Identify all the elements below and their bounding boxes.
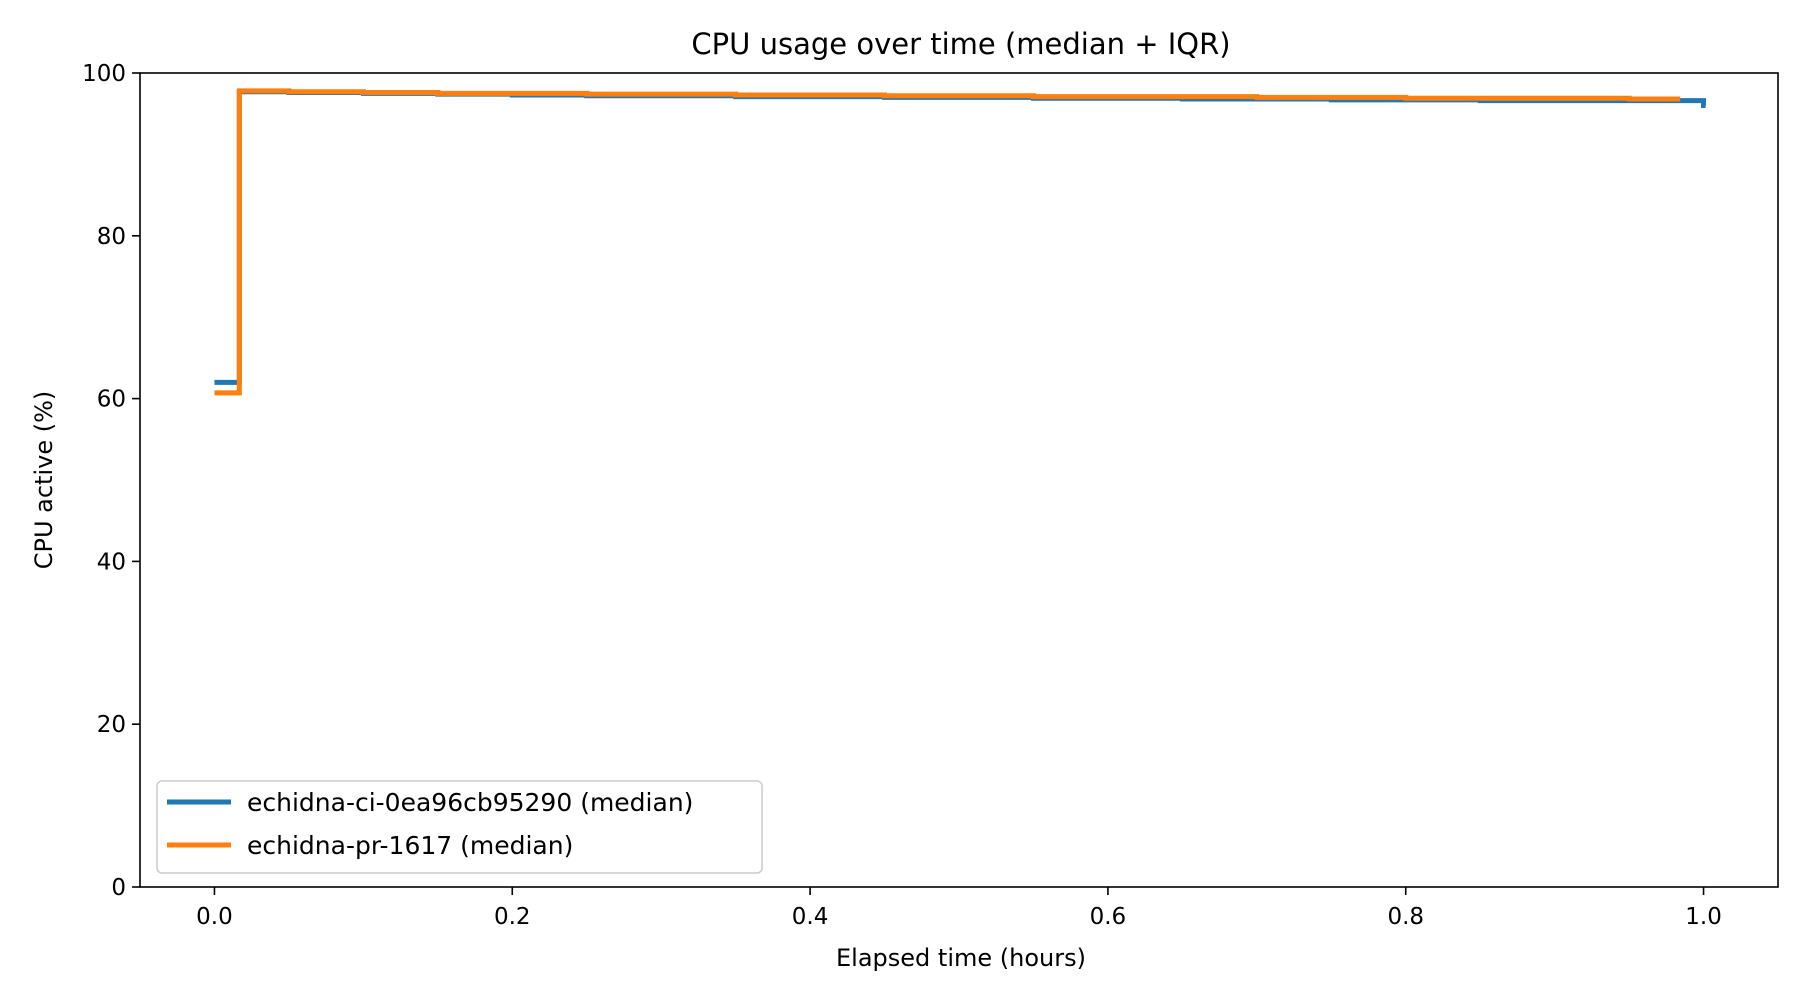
legend-box — [156, 780, 763, 874]
series-line-1 — [214, 88, 1681, 396]
y-tick-label: 80 — [97, 224, 126, 250]
x-tick-label: 0.4 — [792, 904, 829, 930]
plot-frame — [139, 72, 1779, 888]
y-axis-label: CPU active (%) — [30, 391, 58, 570]
x-tick-label: 0.2 — [494, 904, 531, 930]
series-layer — [214, 88, 1707, 396]
y-tick-label: 40 — [97, 549, 126, 575]
y-tick-label: 100 — [82, 61, 126, 87]
y-tick-label: 20 — [97, 712, 126, 738]
chart-title: CPU usage over time (median + IQR) — [691, 27, 1230, 61]
y-tick-label: 0 — [111, 875, 126, 901]
x-tick-label: 0.6 — [1090, 904, 1127, 930]
legend-label-1: echidna-pr-1617 (median) — [247, 831, 573, 860]
x-axis-ticks: 0.0 0.2 0.4 0.6 0.8 1.0 — [196, 887, 1722, 930]
legend-label-0: echidna-ci-0ea96cb95290 (median) — [247, 788, 693, 817]
x-tick-label: 0.8 — [1387, 904, 1424, 930]
x-axis-label: Elapsed time (hours) — [836, 944, 1086, 972]
x-tick-label: 0.0 — [196, 904, 233, 930]
y-axis-ticks: 0 20 40 60 80 100 — [82, 61, 140, 901]
legend: echidna-ci-0ea96cb95290 (median) echidna… — [156, 780, 763, 874]
x-tick-label: 1.0 — [1685, 904, 1722, 930]
y-tick-label: 60 — [97, 387, 126, 413]
